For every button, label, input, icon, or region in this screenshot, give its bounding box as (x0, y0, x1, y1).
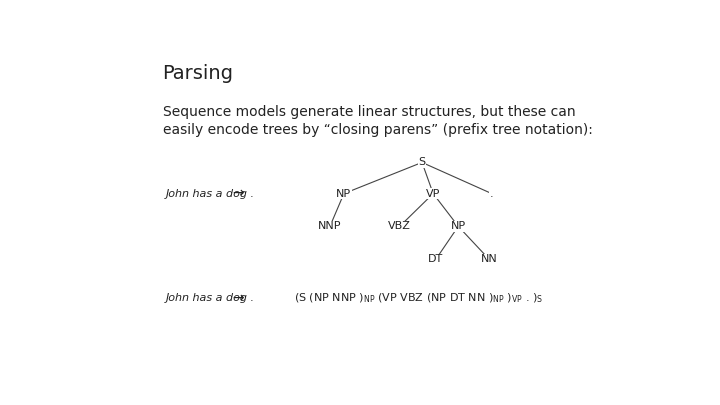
Text: (S (NP NNP $)_{\rm NP}$ (VP VBZ (NP DT NN $)_{\rm NP}$ $)_{\rm VP}$ . $)_{\rm S}: (S (NP NNP $)_{\rm NP}$ (VP VBZ (NP DT N… (294, 291, 543, 305)
Text: Sequence models generate linear structures, but these can
easily encode trees by: Sequence models generate linear structur… (163, 105, 593, 137)
Text: .: . (490, 189, 494, 198)
Text: NP: NP (451, 222, 466, 231)
Text: →: → (233, 187, 244, 200)
Text: NNP: NNP (318, 222, 342, 231)
Text: VP: VP (426, 189, 441, 198)
Text: John has a dog .: John has a dog . (166, 293, 254, 303)
Text: Parsing: Parsing (163, 64, 233, 83)
Text: John has a dog .: John has a dog . (166, 189, 254, 198)
Text: NN: NN (480, 254, 498, 264)
Text: S: S (418, 158, 426, 167)
Text: VBZ: VBZ (388, 222, 411, 231)
Text: →: → (233, 291, 244, 305)
Text: DT: DT (428, 254, 444, 264)
Text: NP: NP (336, 189, 351, 198)
